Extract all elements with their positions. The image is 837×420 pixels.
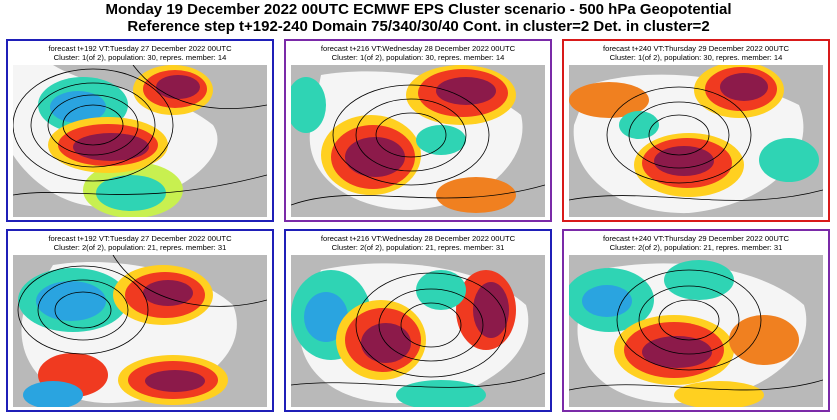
panel-forecast-caption: forecast t+216 VT:Wednesday 28 December … — [320, 234, 516, 243]
cluster-panel-2: forecast t+216 VT:Wednesday 28 December … — [284, 39, 552, 222]
panel-forecast-caption: forecast t+216 VT:Wednesday 28 December … — [320, 44, 516, 53]
panel-cluster-caption: Cluster: 2(of 2), population: 21, repres… — [331, 243, 505, 252]
panel-cluster-caption: Cluster: 2(of 2), population: 21, repres… — [53, 243, 227, 252]
panel-forecast-caption: forecast t+240 VT:Thursday 29 December 2… — [603, 234, 789, 243]
geopotential-anomaly-map — [291, 65, 545, 217]
panel-forecast-caption: forecast t+240 VT:Thursday 29 December 2… — [603, 44, 789, 53]
geopotential-anomaly-map — [569, 65, 823, 217]
cluster-panel-3: forecast t+240 VT:Thursday 29 December 2… — [562, 39, 830, 222]
panel-forecast-caption: forecast t+192 VT:Tuesday 27 December 20… — [48, 234, 232, 243]
cluster-panel-6: forecast t+240 VT:Thursday 29 December 2… — [562, 229, 830, 412]
geopotential-anomaly-map — [13, 255, 267, 407]
panel-cluster-caption: Cluster: 1(of 2), population: 30, repres… — [53, 53, 227, 62]
figure-title-line-2: Reference step t+192-240 Domain 75/340/3… — [127, 18, 710, 35]
geopotential-anomaly-map — [569, 255, 823, 407]
figure-title-line-1: Monday 19 December 2022 00UTC ECMWF EPS … — [105, 1, 732, 18]
cluster-panel-1: forecast t+192 VT:Tuesday 27 December 20… — [6, 39, 274, 222]
cluster-panel-5: forecast t+216 VT:Wednesday 28 December … — [284, 229, 552, 412]
panel-cluster-caption: Cluster: 1(of 2), population: 30, repres… — [331, 53, 505, 62]
geopotential-anomaly-map — [13, 65, 267, 217]
geopotential-anomaly-map — [291, 255, 545, 407]
cluster-panel-4: forecast t+192 VT:Tuesday 27 December 20… — [6, 229, 274, 412]
panel-forecast-caption: forecast t+192 VT:Tuesday 27 December 20… — [48, 44, 232, 53]
panel-cluster-caption: Cluster: 2(of 2), population: 21, repres… — [609, 243, 783, 252]
panel-cluster-caption: Cluster: 1(of 2), population: 30, repres… — [609, 53, 783, 62]
